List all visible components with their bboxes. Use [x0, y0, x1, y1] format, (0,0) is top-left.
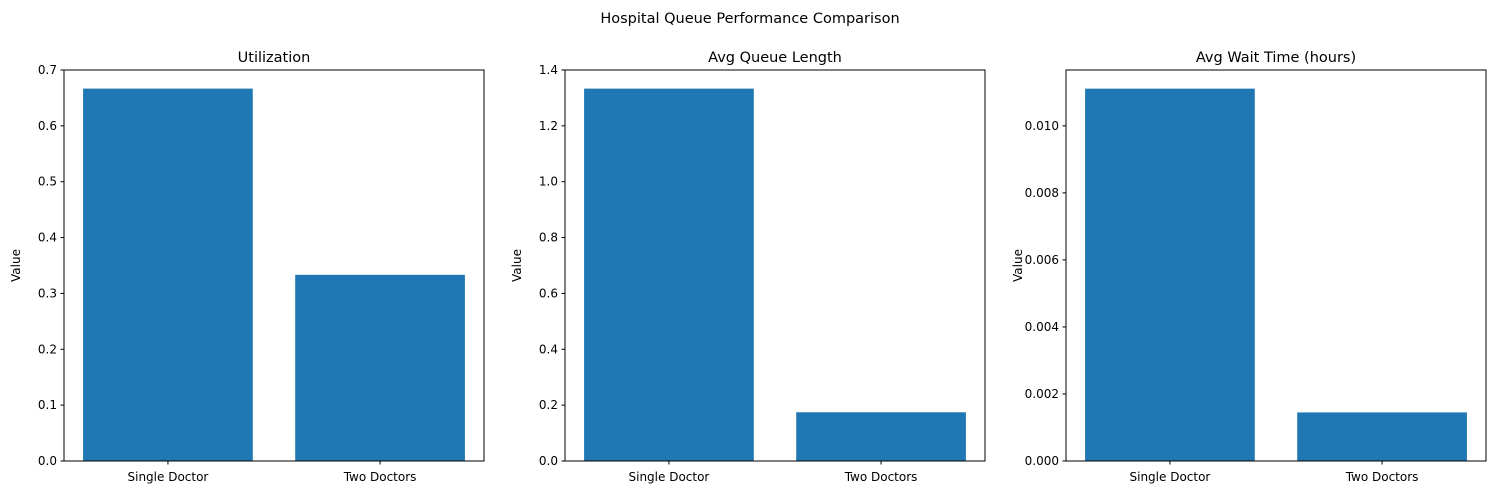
- x-tick-label: Single Doctor: [1130, 470, 1211, 484]
- y-tick-label: 0.8: [539, 231, 558, 245]
- y-tick-label: 0.002: [1025, 387, 1059, 401]
- y-tick-label: 0.2: [38, 342, 57, 356]
- subplot-title: Utilization: [238, 50, 311, 66]
- y-tick-label: 0.004: [1025, 320, 1059, 334]
- y-tick-label: 1.4: [539, 63, 558, 77]
- bar-two-doctors: [1297, 412, 1467, 461]
- figure-title: Hospital Queue Performance Comparison: [600, 11, 899, 27]
- subplot-2: Avg Queue Length 0.0 0.2 0.4 0.6 0.8 1.0 1.2 1.4…: [510, 50, 986, 484]
- y-axis-label: Value: [510, 249, 524, 282]
- subplot-3: Avg Wait Time (hours) 0.000 0.002 0.004 0.00…: [1011, 50, 1487, 484]
- y-tick-label: 0.7: [38, 63, 57, 77]
- y-axis-label: Value: [1011, 249, 1025, 282]
- y-tick-label: 0.3: [38, 286, 57, 300]
- x-tick-label: Two Doctors: [844, 470, 918, 484]
- y-tick-label: 0.008: [1025, 186, 1059, 200]
- bar-single-doctor: [83, 88, 253, 461]
- y-tick-label: 0.1: [38, 398, 57, 412]
- y-tick-label: 0.4: [539, 342, 558, 356]
- bar-two-doctors: [796, 412, 966, 461]
- subplot-1: Utilization 0.0 0.1 0.2 0.3 0.4 0.5 0.6 0.7 Singl…: [9, 50, 485, 484]
- x-tick-label: Two Doctors: [343, 470, 417, 484]
- axes-frame: [564, 69, 986, 462]
- axes-frame: [1065, 69, 1487, 462]
- y-tick-label: 0.010: [1025, 119, 1059, 133]
- y-tick-label: 0.0: [539, 454, 558, 468]
- bar-two-doctors: [295, 274, 465, 461]
- y-tick-label: 0.006: [1025, 253, 1059, 267]
- x-tick-label: Two Doctors: [1345, 470, 1419, 484]
- y-tick-label: 0.6: [38, 119, 57, 133]
- y-tick-label: 0.000: [1025, 454, 1059, 468]
- subplot-title: Avg Queue Length: [708, 50, 842, 66]
- x-tick-label: Single Doctor: [629, 470, 710, 484]
- axes-frame: [63, 69, 485, 462]
- y-tick-label: 0.4: [38, 231, 57, 245]
- bar-single-doctor: [1085, 88, 1255, 461]
- y-tick-label: 0.0: [38, 454, 57, 468]
- y-tick-label: 1.0: [539, 175, 558, 189]
- y-axis-label: Value: [9, 249, 23, 282]
- bar-single-doctor: [584, 88, 754, 461]
- y-tick-label: 0.5: [38, 175, 57, 189]
- y-tick-label: 0.2: [539, 398, 558, 412]
- x-tick-label: Single Doctor: [128, 470, 209, 484]
- y-tick-label: 1.2: [539, 119, 558, 133]
- y-tick-label: 0.6: [539, 286, 558, 300]
- subplot-title: Avg Wait Time (hours): [1196, 50, 1356, 66]
